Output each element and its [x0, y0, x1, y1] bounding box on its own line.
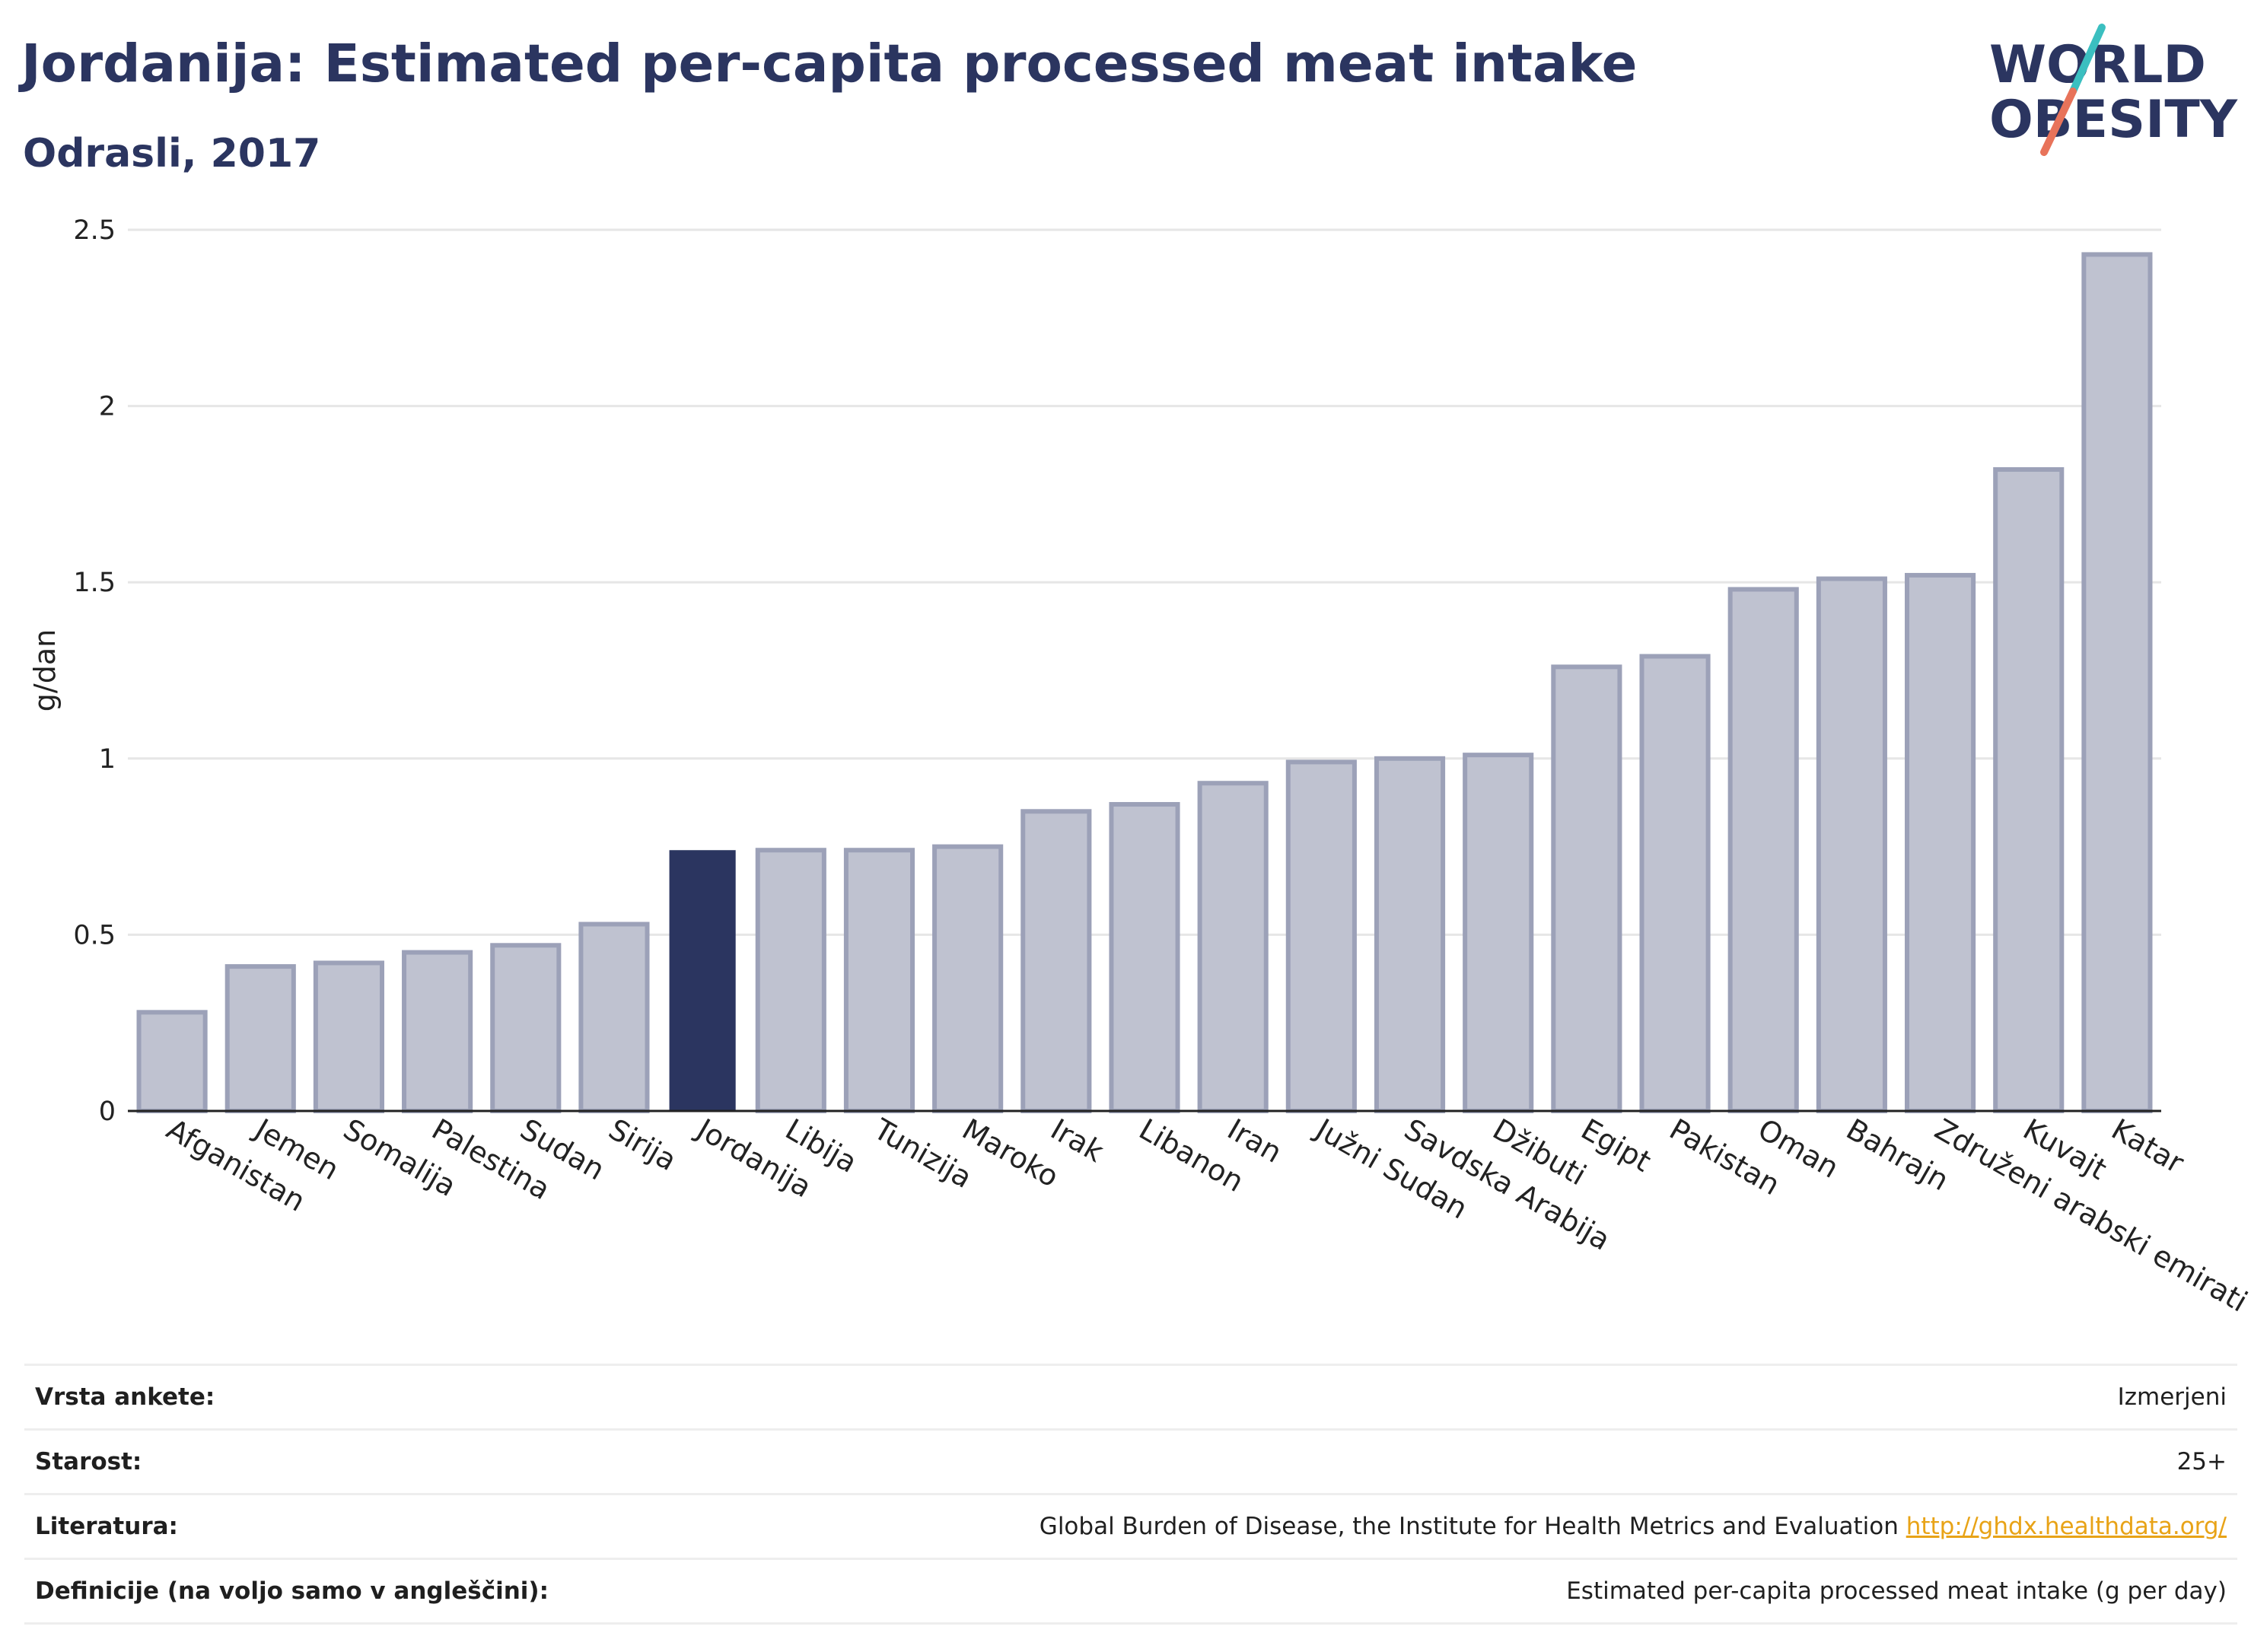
bar — [402, 950, 473, 1114]
bar — [136, 1010, 208, 1113]
bar — [490, 943, 562, 1114]
info-row: Vrsta ankete: Izmerjeni — [24, 1364, 2237, 1431]
source-link[interactable]: http://ghdx.healthdata.org/ — [1906, 1513, 2227, 1540]
info-row: Literatura: Global Burden of Disease, the… — [24, 1493, 2237, 1560]
y-tick-label: 2.5 — [73, 215, 116, 246]
bar — [843, 848, 915, 1114]
info-value: Global Burden of Disease, the Institute … — [703, 1493, 2237, 1560]
info-key: Literatura: — [24, 1493, 704, 1560]
world-obesity-logo: WORLD OBESITY — [1989, 24, 2238, 156]
x-tick-label: Katar — [2106, 1112, 2189, 1180]
bar — [1109, 802, 1180, 1113]
info-value: Izmerjeni — [703, 1364, 2237, 1431]
logo-slash-bottom — [2040, 88, 2077, 156]
y-tick-label: 1 — [99, 744, 116, 775]
bar — [755, 848, 826, 1114]
info-row: Starost: 25+ — [24, 1428, 2237, 1495]
x-tick-label: Tunizija — [868, 1112, 978, 1195]
bar — [224, 964, 296, 1114]
bar — [1374, 756, 1446, 1113]
y-tick-label: 1.5 — [73, 568, 116, 598]
logo-slash-top — [2069, 24, 2106, 95]
x-tick-label: Sirija — [603, 1112, 682, 1177]
bar — [932, 844, 1004, 1113]
info-value-text: Estimated per-capita processed meat inta… — [1566, 1577, 2227, 1605]
bar-chart: 00.511.522.5g/danAfganistanJemenSomalija… — [28, 215, 2251, 1319]
chart-title: Jordanija: Estimated per-capita processe… — [21, 33, 1638, 94]
bar-highlight — [669, 850, 736, 1111]
y-tick-label: 0.5 — [73, 920, 116, 950]
y-tick-label: 2 — [99, 392, 116, 422]
info-value-text: Global Burden of Disease, the Institute … — [1039, 1513, 1899, 1540]
info-key: Definicije (na voljo samo v angleščini): — [24, 1558, 704, 1625]
info-key: Vrsta ankete: — [24, 1364, 704, 1431]
bar — [1463, 753, 1534, 1114]
bar — [1551, 664, 1622, 1113]
bar — [1816, 576, 1887, 1113]
x-tick-label: Bahrajn — [1841, 1112, 1954, 1198]
info-key: Starost: — [24, 1428, 704, 1495]
bar — [1639, 654, 1711, 1113]
bar — [1993, 466, 2065, 1113]
bars — [136, 252, 2153, 1114]
bar — [2081, 252, 2153, 1114]
y-tick-label: 0 — [99, 1097, 116, 1127]
bar — [1727, 587, 1799, 1113]
x-tick-label: Združeni arabski emirati — [1929, 1112, 2251, 1319]
bar — [578, 921, 650, 1114]
info-value-text: Izmerjeni — [2117, 1383, 2227, 1411]
bar — [313, 960, 384, 1114]
info-row: Definicije (na voljo samo v angleščini):… — [24, 1558, 2237, 1625]
chart-subtitle: Odrasli, 2017 — [23, 131, 321, 177]
info-value-text: 25+ — [2176, 1448, 2227, 1475]
info-value: 25+ — [703, 1428, 2237, 1495]
bar — [1020, 809, 1092, 1114]
x-tick-label: Maroko — [957, 1112, 1065, 1194]
info-table: Vrsta ankete: Izmerjeni Starost: 25+ Literat… — [24, 1364, 2237, 1625]
bar — [1197, 781, 1269, 1113]
logo-line2: OBESITY — [1989, 90, 2238, 150]
bar — [1285, 759, 1357, 1113]
bar — [1905, 572, 1976, 1113]
y-axis-label: g/dan — [28, 629, 62, 711]
info-value: Estimated per-capita processed meat inta… — [703, 1558, 2237, 1625]
